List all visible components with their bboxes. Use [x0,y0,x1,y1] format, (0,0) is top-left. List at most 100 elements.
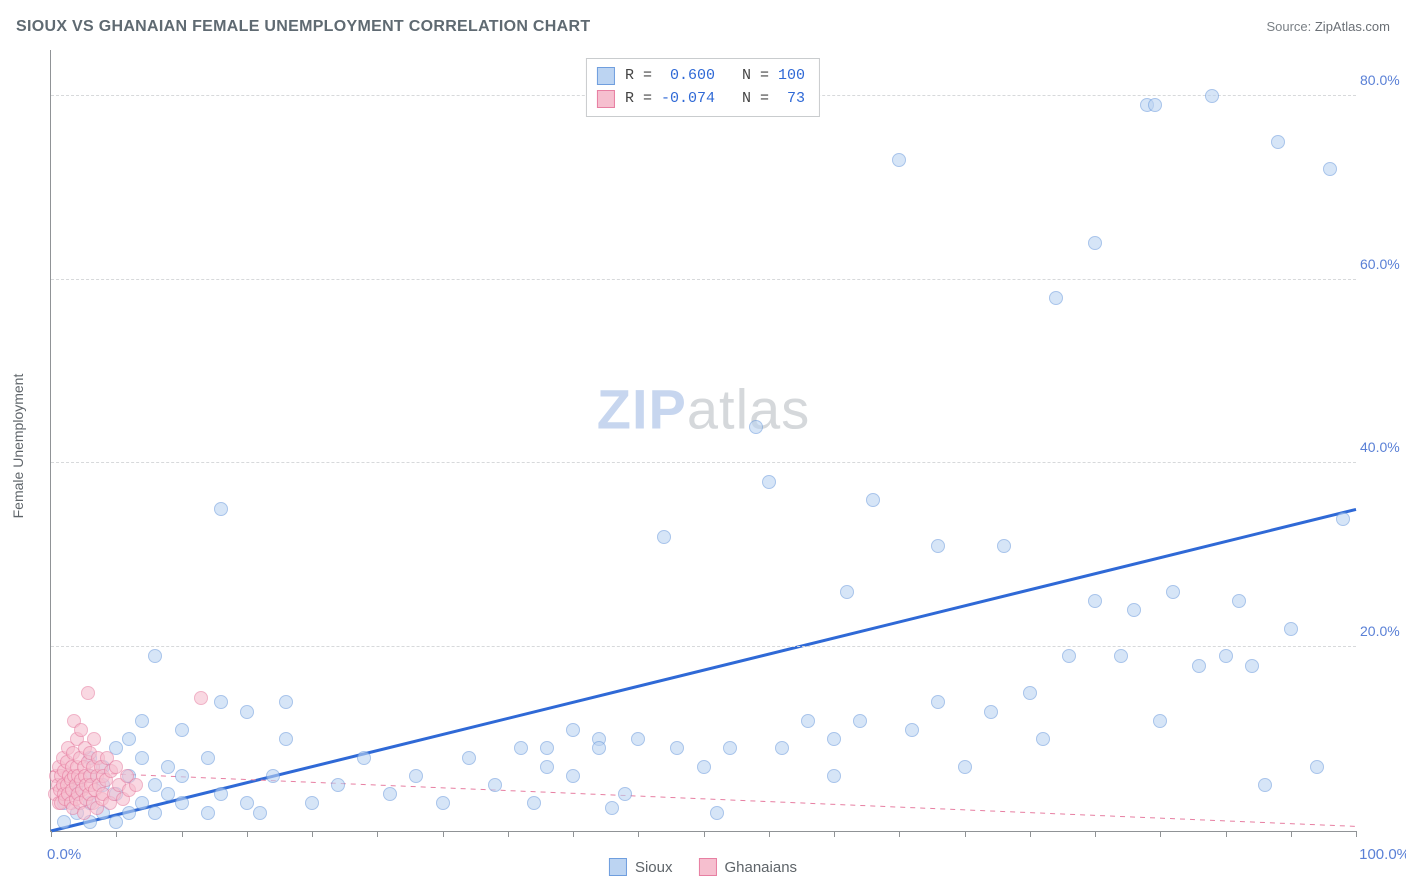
x-tick [965,831,966,837]
data-point-sioux [279,732,293,746]
stats-row-ghanaians: R = -0.074 N = 73 [597,87,805,110]
y-tick-label: 60.0% [1360,256,1406,272]
data-point-sioux [827,732,841,746]
data-point-ghanaians [194,691,208,705]
stats-R-key: R = [625,90,652,107]
data-point-sioux [305,796,319,810]
chart-header: SIOUX VS GHANAIAN FEMALE UNEMPLOYMENT CO… [16,18,1390,36]
data-point-sioux [866,493,880,507]
data-point-sioux [1284,622,1298,636]
x-tick [638,831,639,837]
data-point-ghanaians [74,723,88,737]
data-point-sioux [801,714,815,728]
data-point-sioux [1232,594,1246,608]
data-point-sioux [1245,659,1259,673]
data-point-sioux [540,741,554,755]
data-point-sioux [279,695,293,709]
data-point-sioux [827,769,841,783]
data-point-sioux [527,796,541,810]
data-point-sioux [57,815,71,829]
data-point-sioux [697,760,711,774]
data-point-sioux [1062,649,1076,663]
data-point-sioux [1036,732,1050,746]
stats-N-sioux: 100 [778,67,805,84]
data-point-sioux [240,796,254,810]
data-point-sioux [148,806,162,820]
data-point-sioux [462,751,476,765]
data-point-sioux [1271,135,1285,149]
data-point-sioux [1114,649,1128,663]
data-point-sioux [175,796,189,810]
data-point-sioux [905,723,919,737]
data-point-sioux [1323,162,1337,176]
x-tick [377,831,378,837]
data-point-sioux [892,153,906,167]
data-point-sioux [1088,594,1102,608]
stats-R-key: R = [625,67,652,84]
data-point-sioux [931,539,945,553]
data-point-sioux [931,695,945,709]
x-tick [899,831,900,837]
data-point-sioux [1219,649,1233,663]
swatch-ghanaians [597,90,615,108]
data-point-sioux [240,705,254,719]
data-point-sioux [566,723,580,737]
data-point-sioux [997,539,1011,553]
data-point-sioux [161,787,175,801]
data-point-sioux [201,806,215,820]
watermark-part2: atlas [687,378,810,441]
x-tick [1095,831,1096,837]
data-point-sioux [135,796,149,810]
x-tick [1356,831,1357,837]
data-point-sioux [657,530,671,544]
data-point-sioux [1336,512,1350,526]
x-tick [443,831,444,837]
x-tick [1291,831,1292,837]
series-legend: Sioux Ghanaians [609,858,797,876]
x-start-label: 0.0% [47,846,81,863]
data-point-sioux [1148,98,1162,112]
data-point-sioux [1310,760,1324,774]
y-tick-label: 20.0% [1360,623,1406,639]
swatch-sioux [609,858,627,876]
source-label: Source: [1266,19,1314,34]
data-point-sioux [762,475,776,489]
x-tick [247,831,248,837]
data-point-ghanaians [81,686,95,700]
data-point-sioux [266,769,280,783]
data-point-sioux [1258,778,1272,792]
data-point-sioux [161,760,175,774]
data-point-sioux [148,649,162,663]
x-tick [312,831,313,837]
data-point-sioux [1088,236,1102,250]
data-point-sioux [749,420,763,434]
data-point-sioux [201,751,215,765]
watermark: ZIPatlas [597,377,810,442]
x-tick [1030,831,1031,837]
data-point-sioux [566,769,580,783]
stats-N-ghanaians: 73 [787,90,805,107]
data-point-sioux [135,714,149,728]
data-point-ghanaians [129,778,143,792]
legend-item-sioux: Sioux [609,858,673,876]
data-point-sioux [436,796,450,810]
data-point-sioux [710,806,724,820]
data-point-sioux [775,741,789,755]
data-point-sioux [1153,714,1167,728]
watermark-part1: ZIP [597,378,687,441]
x-tick [116,831,117,837]
data-point-sioux [670,741,684,755]
data-point-sioux [331,778,345,792]
data-point-sioux [514,741,528,755]
data-point-sioux [1192,659,1206,673]
x-tick [508,831,509,837]
data-point-sioux [214,787,228,801]
data-point-sioux [122,732,136,746]
data-point-sioux [383,787,397,801]
correlation-stats-legend: R = 0.600 N = 100 R = -0.074 N = 73 [586,58,820,117]
x-tick [182,831,183,837]
data-point-sioux [592,741,606,755]
legend-label-sioux: Sioux [635,859,673,876]
source-name: ZipAtlas.com [1315,19,1390,34]
x-tick [1160,831,1161,837]
